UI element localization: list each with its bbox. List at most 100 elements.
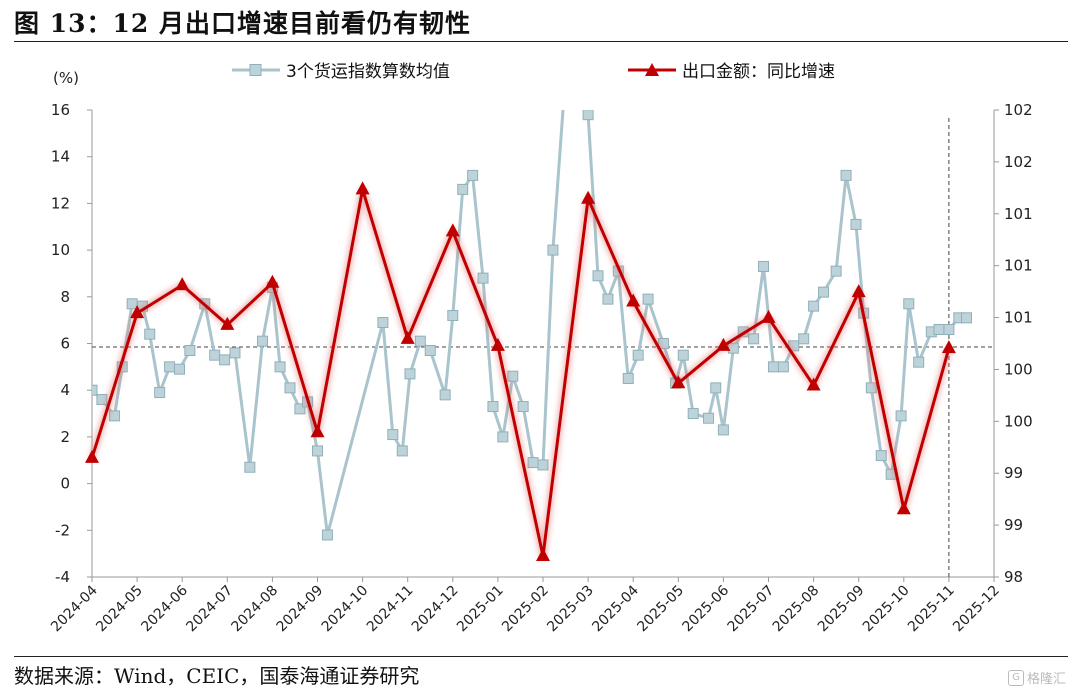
left-tick-label: 0: [60, 475, 70, 493]
right-tick-label: 102: [1004, 101, 1033, 119]
chart-legend: 3个货运指数算数均值 出口金额：同比增速: [0, 57, 1080, 83]
right-tick-label: 101: [1004, 257, 1033, 275]
freight-index-marker: [109, 410, 121, 422]
x-tick-label: 2024-12: [409, 583, 462, 636]
x-tick-label: 2024-06: [138, 582, 191, 635]
freight-index-marker: [244, 461, 256, 473]
freight-index-marker: [209, 349, 221, 361]
x-tick-label: 2024-08: [229, 583, 282, 636]
x-tick-label: 2024-04: [48, 582, 101, 635]
freight-index-marker: [960, 312, 972, 324]
left-tick-label: 16: [51, 101, 70, 119]
x-tick-label: 2024-10: [319, 583, 372, 636]
right-tick-label: 99: [1004, 464, 1023, 482]
x-tick-label: 2025-10: [860, 583, 913, 636]
export-yoy-marker: [490, 337, 505, 351]
freight-index-marker: [875, 450, 887, 462]
freight-index-marker: [164, 361, 176, 373]
export-yoy-marker: [310, 424, 325, 438]
left-axis-unit: (%): [53, 69, 79, 87]
legend-freight-swatch-icon: [232, 63, 280, 76]
reference-lines-layer: [92, 118, 994, 577]
left-tick-label: 6: [60, 335, 70, 353]
freight-index-marker: [487, 401, 499, 413]
right-tick-label: 100: [1004, 412, 1033, 430]
g-logo-icon: G: [1007, 669, 1024, 686]
x-tick-label: 2025-02: [499, 583, 552, 636]
freight-index-marker: [396, 445, 408, 457]
export-yoy-marker: [355, 181, 370, 195]
freight-index-marker: [404, 368, 416, 380]
freight-index-marker: [387, 429, 399, 441]
freight-index-marker: [447, 309, 459, 321]
title-rule: [14, 41, 1068, 42]
freight-index-marker: [687, 408, 699, 420]
export-yoy-marker: [85, 449, 99, 463]
freight-index-marker: [642, 293, 654, 305]
freight-index-marker: [126, 298, 138, 310]
freight-index-marker: [377, 316, 389, 328]
export-yoy-marker: [445, 223, 460, 237]
freight-index-marker: [903, 298, 915, 310]
freight-index-marker: [414, 335, 426, 347]
export-yoy-marker: [626, 293, 641, 307]
freight-index-marker: [467, 169, 479, 181]
x-tick-label: 2024-07: [183, 583, 236, 636]
legend-item-export-yoy: 出口金额：同比增速: [628, 57, 835, 82]
freight-index-marker: [537, 459, 549, 471]
freight-index-marker: [312, 445, 323, 457]
freight-index-marker: [507, 370, 519, 382]
freight-index-marker: [808, 300, 820, 312]
export-yoy-marker: [941, 340, 956, 354]
legend-export-swatch-icon: [628, 62, 676, 76]
freight-index-marker: [632, 349, 644, 361]
right-tick-label: 101: [1004, 205, 1033, 223]
left-tick-label: 10: [51, 241, 70, 259]
freight-index-marker: [229, 347, 241, 359]
freight-index-marker: [284, 382, 296, 394]
left-tick-label: 12: [51, 194, 70, 212]
freight-index-marker: [710, 382, 722, 394]
freight-index-marker: [424, 345, 436, 357]
left-tick-label: 4: [60, 381, 70, 399]
freight-index-marker: [477, 272, 489, 284]
freight-index-marker: [830, 265, 842, 277]
left-tick-label: -2: [55, 521, 70, 539]
watermark: G 格隆汇: [1007, 668, 1066, 687]
watermark-text: 格隆汇: [1026, 672, 1066, 687]
freight-index-series-layer: [92, 110, 972, 541]
freight-index-marker: [219, 354, 231, 366]
freight-index-marker: [943, 323, 955, 335]
freight-index-marker: [913, 356, 925, 368]
right-tick-label: 99: [1004, 516, 1023, 534]
x-tick-label: 2024-05: [93, 583, 146, 636]
freight-index-marker: [294, 403, 306, 415]
freight-index-marker: [321, 529, 333, 541]
freight-index-marker: [677, 349, 689, 361]
freight-index-marker: [602, 293, 614, 305]
freight-index-marker: [547, 244, 559, 256]
freight-index-marker: [592, 270, 604, 282]
left-tick-label: -4: [55, 568, 70, 586]
freight-index-marker: [850, 218, 862, 230]
freight-index-marker: [274, 361, 286, 373]
freight-index-marker: [527, 457, 539, 469]
freight-index-marker: [173, 363, 185, 375]
freight-index-marker: [717, 424, 729, 436]
freight-index-marker: [439, 389, 451, 401]
freight-index-marker: [96, 394, 108, 406]
freight-index-marker: [154, 387, 166, 399]
x-tick-label: 2025-04: [589, 582, 642, 635]
right-tick-label: 101: [1004, 309, 1033, 327]
freight-index-marker: [517, 401, 529, 413]
right-tick-label: 100: [1004, 360, 1033, 378]
export-yoy-marker: [851, 284, 866, 298]
freight-index-marker: [818, 286, 830, 298]
freight-index-marker: [777, 361, 789, 373]
x-tick-label: 2025-07: [725, 583, 778, 636]
export-yoy-marker: [265, 274, 280, 288]
export-yoy-marker: [130, 305, 145, 319]
figure-title-row: 图 13：12 月出口增速目前看仍有韧性: [14, 4, 471, 38]
freight-index-marker: [798, 333, 810, 345]
left-tick-label: 2: [60, 428, 70, 446]
